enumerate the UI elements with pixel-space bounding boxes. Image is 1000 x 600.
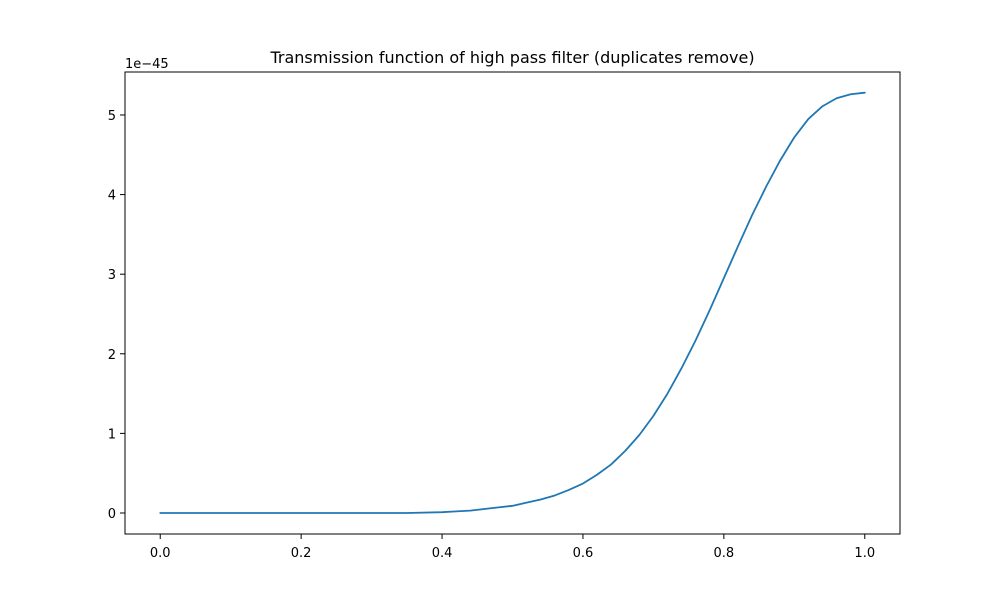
y-tick-label: 2 xyxy=(108,348,116,363)
x-tick-label: 0.0 xyxy=(150,546,171,561)
x-tick-label: 1.0 xyxy=(854,546,875,561)
chart-title: Transmission function of high pass filte… xyxy=(269,48,754,67)
x-tick-label: 0.2 xyxy=(291,546,312,561)
y-tick-label: 1 xyxy=(108,427,116,442)
y-axis: 0 1 2 3 4 5 xyxy=(108,109,125,522)
x-tick-label: 0.4 xyxy=(432,546,453,561)
y-tick-label: 3 xyxy=(108,268,116,283)
x-tick-label: 0.6 xyxy=(573,546,594,561)
plot-area-frame xyxy=(124,71,901,535)
series-line xyxy=(159,91,866,514)
y-tick-label: 0 xyxy=(108,507,116,522)
y-tick-label: 5 xyxy=(108,109,116,124)
x-tick-label: 0.8 xyxy=(714,546,735,561)
y-offset-label: 1e−45 xyxy=(125,57,169,72)
y-tick-label: 4 xyxy=(108,189,116,204)
x-axis: 0.0 0.2 0.4 0.6 0.8 1.0 xyxy=(150,534,875,561)
